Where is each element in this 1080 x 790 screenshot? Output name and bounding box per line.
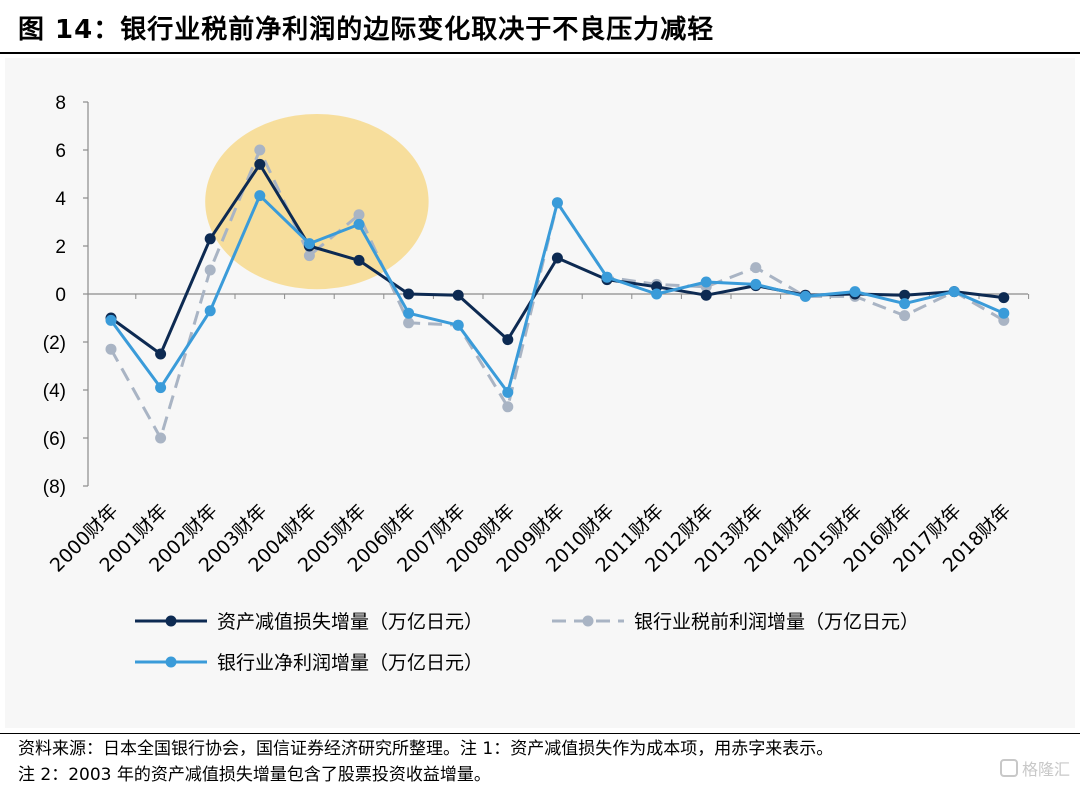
series-point [254, 144, 266, 156]
series-point [502, 334, 514, 346]
series-point [353, 218, 365, 230]
title-divider [0, 52, 1080, 54]
legend-label: 资产减值损失增量（万亿日元） [217, 611, 483, 633]
series-point [204, 264, 216, 276]
chart-title: 图 14：银行业税前净利润的边际变化取决于不良压力减轻 [18, 15, 715, 45]
source-note-line-2: 注 2：2003 年的资产减值损失增量包含了股票投资收益增量。 [18, 765, 491, 785]
series-point [502, 386, 514, 398]
series-point [105, 314, 117, 326]
y-tick-label: 2 [55, 237, 66, 258]
series-point [105, 343, 117, 355]
series-point [700, 289, 712, 301]
series-point [551, 197, 563, 209]
source-notes: 资料来源：日本全国银行协会，国信证券经济研究所整理。注 1：资产减值损失作为成本… [18, 736, 833, 788]
series-point [899, 310, 911, 322]
watermark-logo-icon [999, 759, 1018, 777]
series-point [849, 286, 861, 298]
watermark-text: 格隆汇 [1021, 760, 1070, 779]
series-point [948, 286, 960, 298]
series-point [899, 298, 911, 310]
series-point [502, 401, 514, 413]
series-point [155, 348, 167, 360]
series-point [204, 305, 216, 317]
y-tick-label: 4 [55, 189, 66, 210]
legend-marker [165, 615, 177, 627]
y-tick-label: 0 [55, 285, 66, 306]
series-point [254, 158, 266, 170]
series-point [254, 190, 266, 202]
highlight-ellipse [205, 114, 429, 290]
legend-marker [165, 656, 177, 668]
series-point [353, 254, 365, 266]
notes-divider [0, 733, 1080, 734]
series-point [750, 262, 762, 274]
series-point [403, 288, 415, 300]
series-point [303, 238, 315, 250]
series-point [551, 252, 563, 264]
legend-label: 银行业净利润增量（万亿日元） [217, 652, 483, 674]
source-note-line-1: 资料来源：日本全国银行协会，国信证券经济研究所整理。注 1：资产减值损失作为成本… [18, 739, 834, 759]
series-point [403, 317, 415, 329]
series-point [452, 289, 464, 301]
y-tick-label: (2) [43, 333, 66, 354]
series-point [303, 250, 315, 262]
chart-panel [5, 58, 1075, 728]
series-point [601, 271, 613, 283]
y-tick-label: (6) [43, 429, 66, 450]
series-point [403, 307, 415, 319]
series-point [899, 289, 911, 301]
series-point [799, 290, 811, 302]
series-point [155, 382, 167, 394]
watermark: 格隆汇 [999, 756, 1070, 780]
series-point [998, 307, 1010, 319]
series-point [155, 432, 167, 444]
series-point [204, 233, 216, 245]
series-point [353, 209, 365, 221]
series-point [998, 292, 1010, 304]
series-point [700, 276, 712, 288]
y-tick-label: (8) [43, 477, 66, 498]
y-tick-label: 6 [55, 141, 66, 162]
series-point [750, 278, 762, 290]
line-chart: 86420(2)(4)(6)(8)2000财年2001财年2002财年2003财… [43, 93, 1030, 674]
series-point [651, 288, 663, 300]
series-point [452, 319, 464, 331]
y-tick-label: 8 [55, 93, 66, 114]
y-tick-label: (4) [43, 381, 66, 402]
legend-label: 银行业税前利润增量（万亿日元） [634, 611, 919, 633]
legend-marker [582, 615, 594, 627]
